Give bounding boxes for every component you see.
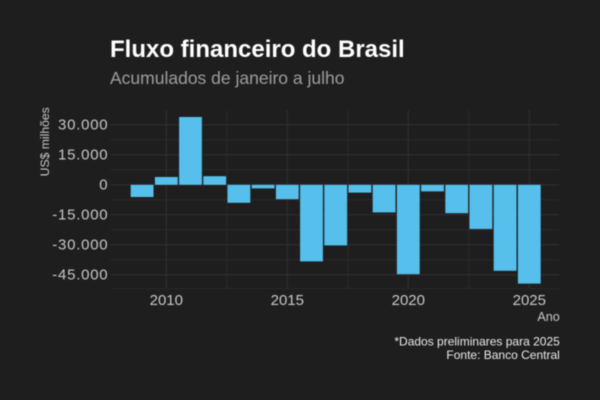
svg-text:*Dados preliminares para 2025: *Dados preliminares para 2025 [394, 335, 560, 349]
svg-text:-30.000: -30.000 [52, 237, 108, 254]
svg-text:2025: 2025 [513, 292, 546, 309]
svg-text:Fluxo financeiro do Brasil: Fluxo financeiro do Brasil [110, 36, 405, 63]
svg-text:-15.000: -15.000 [52, 207, 108, 224]
svg-text:Ano: Ano [537, 310, 559, 324]
svg-text:2010: 2010 [150, 292, 183, 309]
svg-text:-45.000: -45.000 [52, 267, 108, 284]
svg-text:2020: 2020 [392, 292, 425, 309]
svg-text:15.000: 15.000 [58, 147, 108, 164]
svg-text:US$ milhões: US$ milhões [38, 107, 52, 176]
svg-text:2015: 2015 [271, 292, 304, 309]
svg-text:0: 0 [99, 177, 108, 194]
svg-text:Acumulados de janeiro a julho: Acumulados de janeiro a julho [110, 68, 344, 88]
svg-text:Fonte: Banco Central: Fonte: Banco Central [446, 348, 559, 362]
svg-text:30.000: 30.000 [58, 117, 108, 134]
